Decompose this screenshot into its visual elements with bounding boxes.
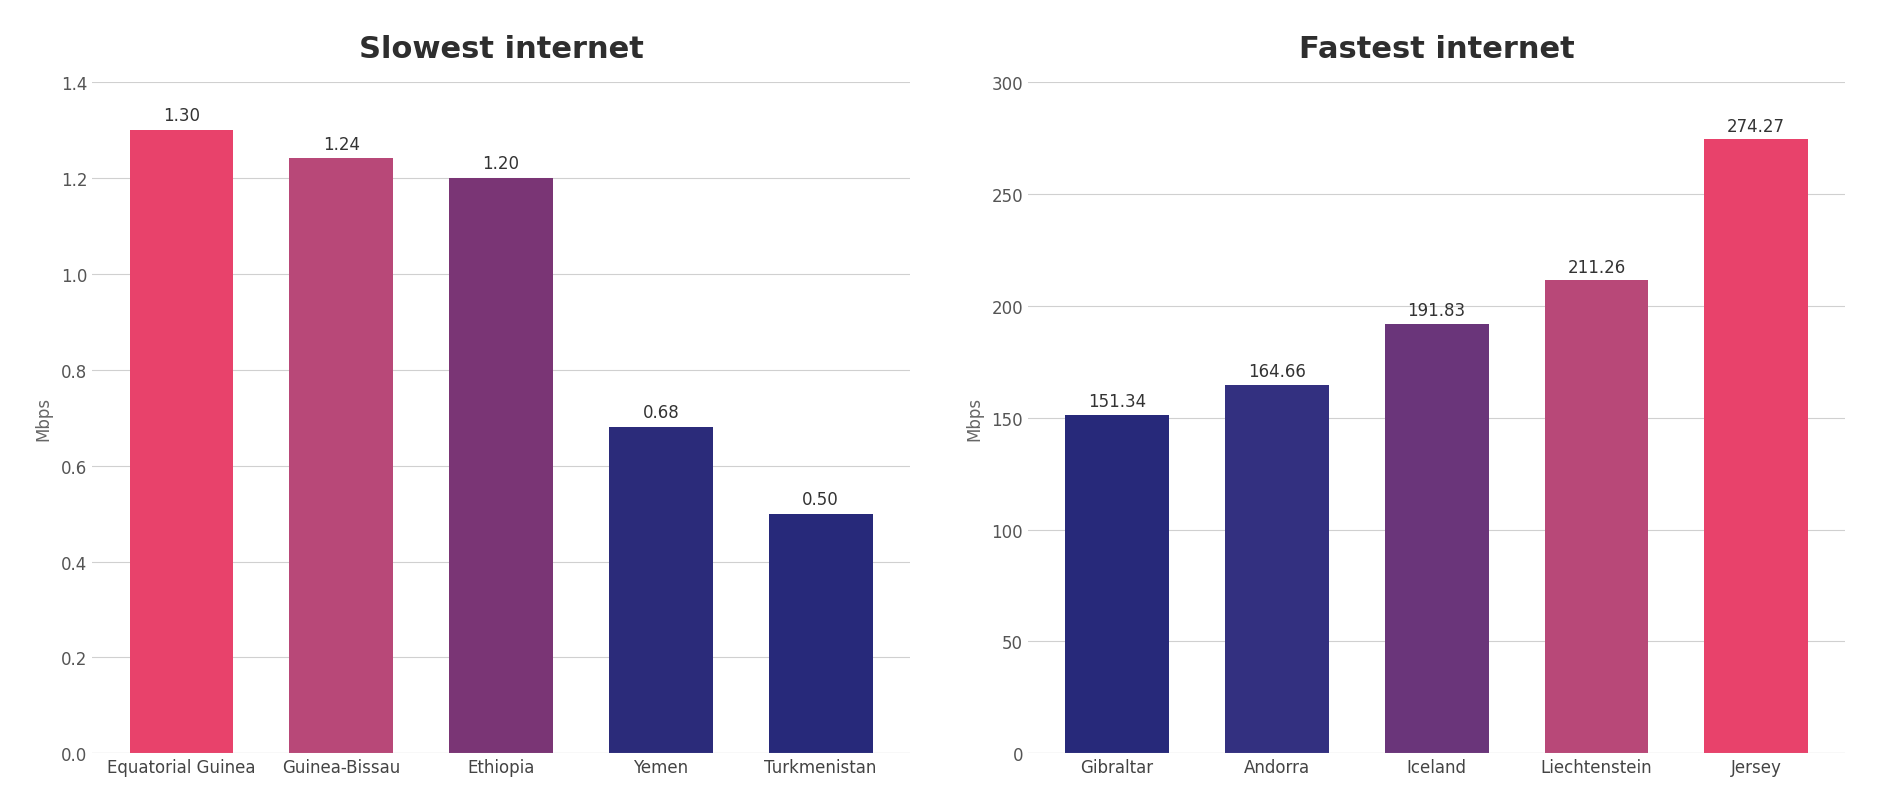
Text: 164.66: 164.66 <box>1248 363 1307 381</box>
Title: Fastest internet: Fastest internet <box>1299 35 1575 63</box>
Bar <box>130 131 233 753</box>
Y-axis label: Mbps: Mbps <box>964 396 983 440</box>
Text: 151.34: 151.34 <box>1089 393 1147 410</box>
Bar <box>1705 140 1809 753</box>
Text: 1.30: 1.30 <box>164 107 199 125</box>
Bar <box>609 427 713 753</box>
Text: 191.83: 191.83 <box>1408 302 1466 320</box>
Text: 1.24: 1.24 <box>323 135 359 153</box>
Text: 0.50: 0.50 <box>803 490 838 508</box>
Bar <box>1545 281 1649 753</box>
Bar <box>1226 385 1329 753</box>
Text: 0.68: 0.68 <box>643 404 679 422</box>
Text: 211.26: 211.26 <box>1568 259 1626 277</box>
Bar <box>449 178 553 753</box>
Bar <box>769 514 872 753</box>
Title: Slowest internet: Slowest internet <box>359 35 643 63</box>
Bar <box>1386 324 1489 753</box>
Text: 274.27: 274.27 <box>1728 118 1786 135</box>
Y-axis label: Mbps: Mbps <box>34 396 53 440</box>
Bar <box>290 159 393 753</box>
Bar <box>1066 415 1169 753</box>
Text: 1.20: 1.20 <box>483 155 519 173</box>
